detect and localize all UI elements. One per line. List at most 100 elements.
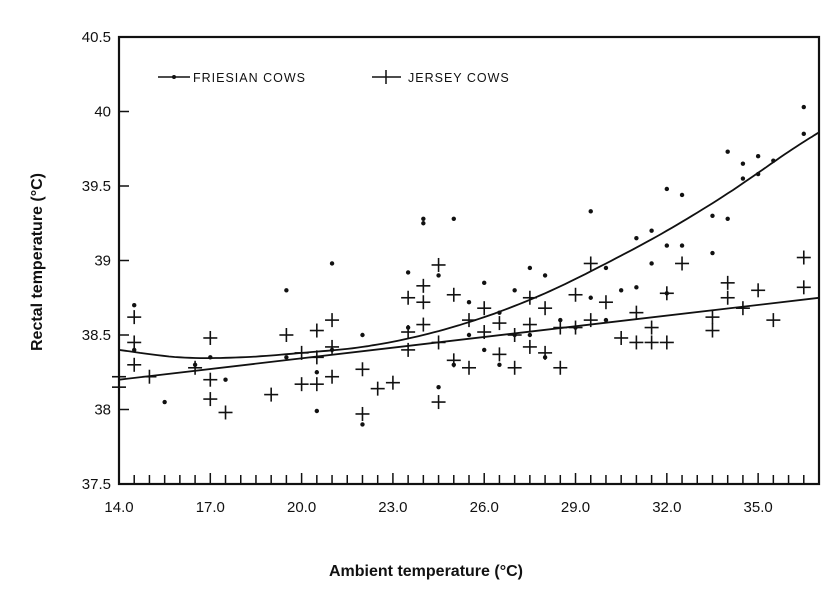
friesian-point: [132, 347, 137, 353]
jersey-point: [203, 372, 218, 387]
jersey-point: [401, 325, 416, 340]
x-tick-label: 23.0: [378, 499, 407, 516]
jersey-point: [477, 325, 492, 340]
jersey-point: [538, 345, 553, 360]
jersey-point: [553, 360, 568, 375]
jersey-point: [507, 328, 522, 342]
y-tick-label: 40.5: [82, 29, 111, 46]
jersey-point: [522, 290, 537, 305]
jersey-point: [629, 305, 644, 320]
jersey-point: [553, 320, 568, 335]
jersey-point: [614, 330, 629, 345]
jersey-point: [401, 342, 416, 357]
jersey-point: [766, 313, 781, 328]
friesian-point: [314, 370, 320, 375]
jersey-point: [720, 275, 735, 290]
jersey-point: [796, 280, 811, 295]
friesian-point: [451, 216, 456, 221]
jersey-point: [127, 335, 142, 350]
friesian-point: [664, 186, 670, 192]
y-tick-label: 38.5: [82, 327, 111, 344]
friesian-point: [603, 317, 609, 323]
friesian-point: [421, 221, 426, 226]
friesian-point: [466, 300, 472, 305]
x-axis: 14.0 17.0 20.0 23.0 26.0 29.0 32.0 35.0: [104, 473, 805, 516]
jersey-point: [659, 335, 674, 350]
jersey-point: [446, 353, 461, 368]
jersey-point: [416, 317, 431, 332]
jersey-point: [203, 392, 218, 407]
friesian-point: [542, 273, 548, 278]
y-tick-label: 40: [94, 104, 111, 121]
friesian-point: [436, 273, 441, 278]
friesian-point: [436, 384, 441, 390]
y-axis: 37.5 38 38.5 39 39.5 40 40.5: [82, 29, 129, 493]
jersey-point: [583, 256, 598, 271]
jersey-point: [583, 313, 598, 328]
friesian-point: [603, 265, 609, 271]
jersey-point: [416, 278, 431, 293]
friesian-point: [482, 280, 487, 286]
friesian-point: [512, 288, 517, 293]
friesian-point: [679, 192, 685, 198]
friesian-points: [132, 104, 806, 427]
y-tick-label: 37.5: [82, 476, 111, 493]
legend-jersey-label: JERSEY COWS: [408, 71, 510, 85]
fit-line-jersey-cows: [118, 296, 820, 381]
jersey-point: [705, 310, 720, 325]
jersey-point: [127, 310, 142, 325]
friesian-point: [801, 104, 806, 110]
jersey-point: [112, 380, 126, 395]
friesian-point: [755, 171, 761, 177]
friesian-point: [649, 228, 654, 233]
y-axis-title: Rectal temperature (°C): [29, 173, 46, 351]
friesian-point: [649, 261, 654, 266]
jersey-point: [629, 335, 644, 350]
jersey-point: [659, 286, 674, 301]
friesian-point: [740, 161, 746, 166]
friesian-point: [482, 347, 487, 353]
jersey-point: [644, 320, 659, 335]
friesian-point: [360, 422, 365, 427]
x-tick-label: 14.0: [104, 499, 133, 516]
jersey-point: [735, 301, 750, 316]
friesian-point: [527, 265, 533, 271]
friesian-point: [634, 285, 639, 290]
plot-frame: [117, 35, 821, 486]
jersey-point: [309, 350, 324, 365]
jersey-point: [568, 320, 583, 335]
jersey-point: [218, 405, 233, 420]
friesian-point: [618, 288, 624, 293]
jersey-point: [325, 369, 340, 384]
x-tick-label: 20.0: [287, 499, 316, 516]
x-tick-label: 26.0: [470, 499, 499, 516]
friesian-point: [558, 317, 563, 323]
jersey-point: [431, 335, 446, 350]
friesian-point: [679, 243, 685, 248]
jersey-point: [720, 290, 735, 305]
friesian-point: [208, 355, 213, 360]
jersey-point: [355, 406, 370, 421]
jersey-point: [431, 257, 446, 272]
jersey-point: [385, 375, 400, 390]
friesian-point: [725, 149, 730, 154]
jersey-point: [401, 290, 416, 305]
x-tick-label: 29.0: [561, 499, 590, 516]
jersey-point: [355, 362, 370, 377]
y-tick-label: 39: [94, 253, 111, 270]
x-tick-label: 17.0: [196, 499, 225, 516]
jersey-point: [370, 381, 385, 396]
jersey-point: [675, 256, 690, 271]
fit-line-friesian-cows: [118, 131, 820, 360]
friesian-point: [725, 216, 730, 221]
friesian-point: [284, 355, 289, 360]
friesian-point: [801, 131, 806, 137]
jersey-point: [294, 377, 309, 392]
jersey-point: [279, 328, 294, 342]
y-tick-label: 39.5: [82, 178, 111, 195]
legend-friesian-label: FRIESIAN COWS: [193, 71, 306, 85]
jersey-point: [507, 360, 522, 375]
jersey-point: [796, 250, 811, 265]
jersey-point: [462, 360, 476, 375]
